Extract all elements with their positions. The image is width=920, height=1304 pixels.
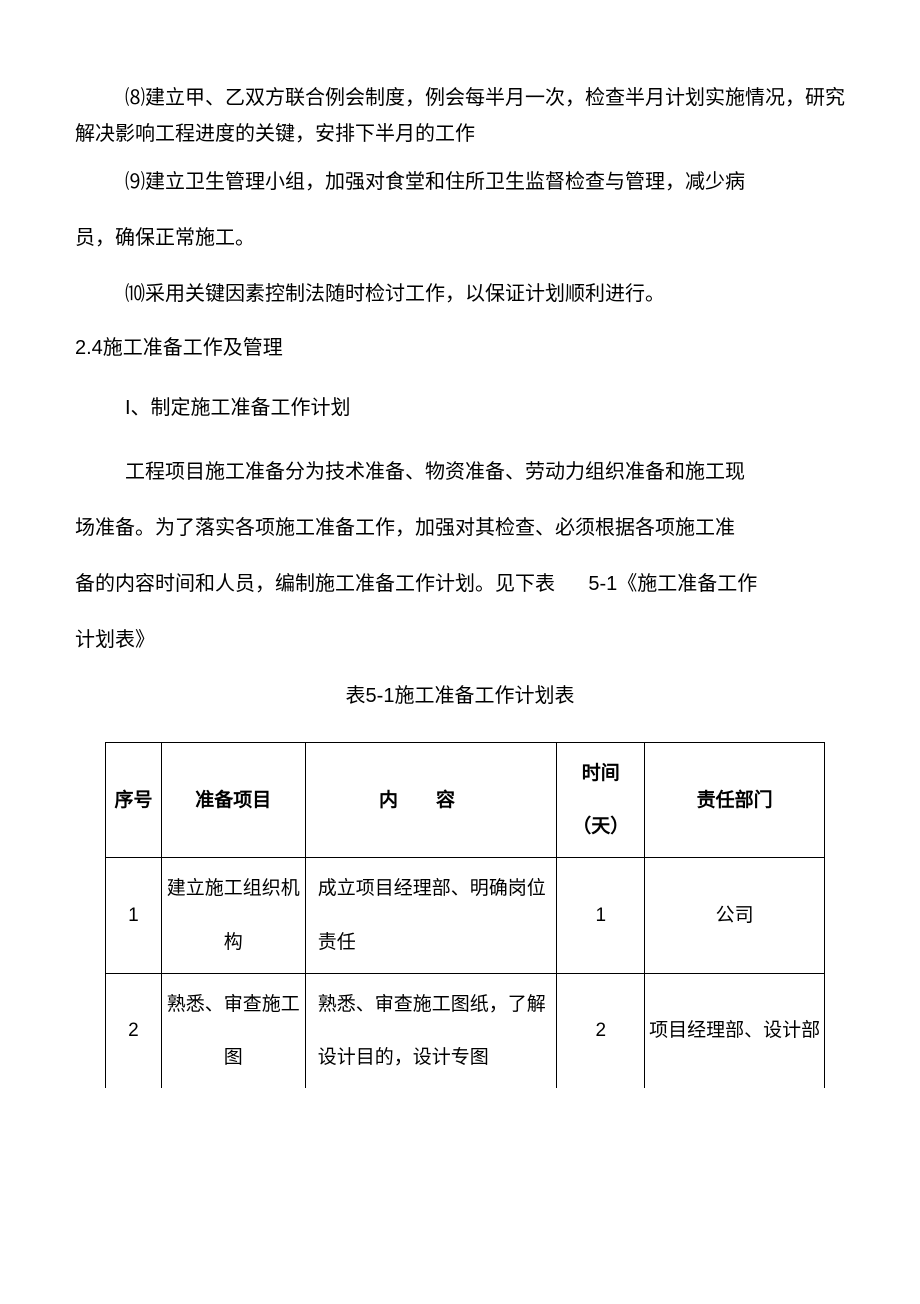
body-line-a: 工程项目施工准备分为技术准备、物资准备、劳动力组织准备和施工现 xyxy=(75,444,845,500)
cell-dept: 项目经理部、设计部 xyxy=(645,973,825,1088)
body-line-b: 场准备。为了落实各项施工准备工作，加强对其检查、必须根据各项施工准 xyxy=(75,500,845,556)
cell-seq: 2 xyxy=(106,973,162,1088)
cell-time: 1 xyxy=(557,858,645,973)
th-dept: 责任部门 xyxy=(645,743,825,858)
table-header-row: 序号 准备项目 内容 时间（天） 责任部门 xyxy=(106,743,825,858)
cell-time: 2 xyxy=(557,973,645,1088)
subheading-I: I、制定施工准备工作计划 xyxy=(75,390,845,426)
th-time: 时间（天） xyxy=(557,743,645,858)
paragraph-9-line1: ⑼建立卫生管理小组，加强对食堂和住所卫生监督检查与管理，减少病 xyxy=(75,164,845,200)
paragraph-10: ⑽采用关键因素控制法随时检讨工作，以保证计划顺利进行。 xyxy=(75,276,845,312)
th-seq: 序号 xyxy=(106,743,162,858)
table-row: 2 熟悉、审查施工图 熟悉、审查施工图纸，了解设计目的，设计专图 2 项目经理部… xyxy=(106,973,825,1088)
paragraph-8: ⑻建立甲、乙双方联合例会制度，例会每半月一次，检查半月计划实施情况，研究解决影响… xyxy=(75,80,845,152)
body-line-c-pre: 备的内容时间和人员，编制施工准备工作计划。见下表 xyxy=(75,573,555,595)
th-content: 内容 xyxy=(305,743,557,858)
preparation-plan-table: 序号 准备项目 内容 时间（天） 责任部门 1 建立施工组织机构 成立项目经理部… xyxy=(105,742,825,1088)
paragraph-9-line2: 员，确保正常施工。 xyxy=(75,208,845,268)
body-line-c: 备的内容时间和人员，编制施工准备工作计划。见下表 5-1《施工准备工作 xyxy=(75,556,845,612)
table-caption: 表5-1施工准备工作计划表 xyxy=(75,678,845,714)
section-heading-2-4: 2.4施工准备工作及管理 xyxy=(75,330,845,366)
cell-item: 建立施工组织机构 xyxy=(161,858,305,973)
body-line-c-ref: 5-1《施工准备工作 xyxy=(555,573,757,595)
cell-dept: 公司 xyxy=(645,858,825,973)
cell-item: 熟悉、审查施工图 xyxy=(161,973,305,1088)
table-row: 1 建立施工组织机构 成立项目经理部、明确岗位责任 1 公司 xyxy=(106,858,825,973)
cell-content: 熟悉、审查施工图纸，了解设计目的，设计专图 xyxy=(305,973,557,1088)
body-line-d: 计划表》 xyxy=(75,612,845,668)
cell-seq: 1 xyxy=(106,858,162,973)
th-item: 准备项目 xyxy=(161,743,305,858)
cell-content: 成立项目经理部、明确岗位责任 xyxy=(305,858,557,973)
